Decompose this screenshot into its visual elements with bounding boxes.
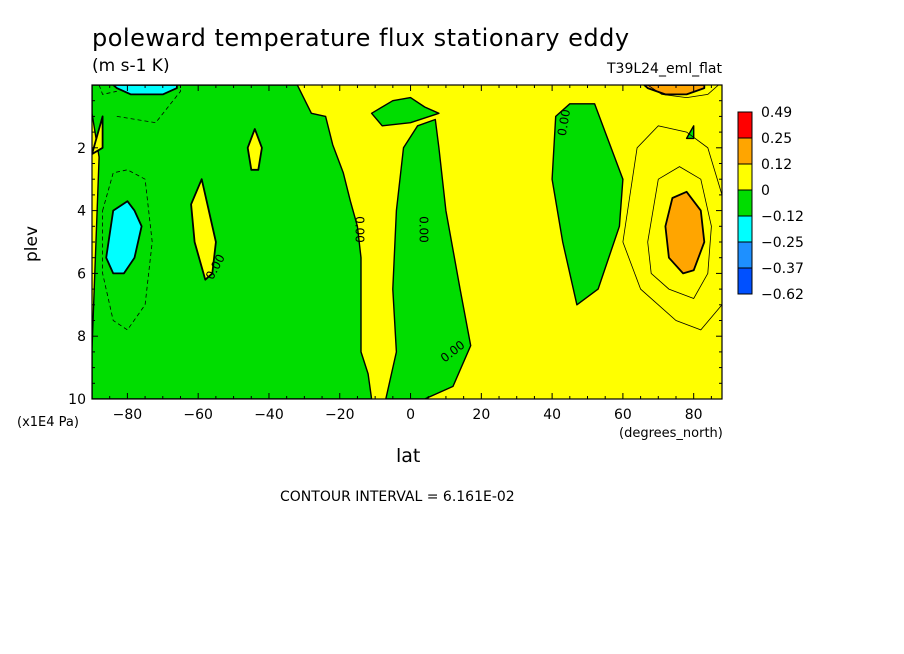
chart-title: poleward temperature flux stationary edd…	[92, 24, 630, 52]
colorbar-swatch-6	[737, 267, 753, 295]
colorbar-label-4: −0.12	[761, 209, 804, 225]
contour-region-1	[92, 115, 104, 156]
contour-region-5	[370, 96, 440, 127]
colorbar-label-6: −0.37	[761, 261, 804, 277]
y-tick-label: 8	[77, 329, 86, 345]
contour-region-4	[385, 118, 472, 399]
colorbar-label-1: 0.25	[761, 131, 792, 147]
dashed-contour-1	[98, 85, 117, 95]
x-tick-label: 60	[614, 407, 632, 423]
y-tick-label: 10	[68, 392, 86, 408]
run-label: T39L24_eml_flat	[606, 61, 722, 77]
y-tick-label: 6	[77, 266, 86, 282]
contour-region-0	[92, 85, 373, 399]
dashed-contour-0	[116, 85, 181, 124]
contour-region-11	[643, 85, 706, 96]
contour-region-7	[685, 125, 695, 140]
x-tick-label: −20	[325, 407, 355, 423]
dashed-contour-2	[102, 169, 153, 331]
colorbar-label-3: 0	[761, 183, 770, 199]
contour-interval-note: CONTOUR INTERVAL = 6.161E-02	[280, 489, 515, 505]
contour-region-9	[112, 85, 178, 96]
x-tick-label: 0	[406, 407, 415, 423]
colorbar-label-5: −0.25	[761, 235, 804, 251]
colorbar-swatch-4	[737, 215, 753, 243]
x-tick-label: 80	[685, 407, 703, 423]
contour-label-2: 0.00	[416, 216, 430, 243]
thin-contour-2	[622, 125, 722, 331]
colorbar-swatch-1	[737, 137, 753, 165]
colorbar-label-7: −0.62	[761, 287, 804, 303]
contour-region-2	[190, 178, 217, 281]
y-tick-label: 4	[77, 204, 86, 220]
thin-contour-1	[647, 166, 712, 299]
y-axis-unit: (x1E4 Pa)	[17, 415, 79, 430]
x-tick-label: −60	[183, 407, 213, 423]
contour-region-10	[664, 190, 706, 275]
colorbar-swatch-0	[737, 111, 753, 139]
x-tick-label: 40	[543, 407, 561, 423]
contour-region-8	[105, 200, 143, 275]
colorbar-swatch-3	[737, 189, 753, 217]
x-tick-label: −80	[113, 407, 143, 423]
contour-label-1: 0.00	[353, 216, 367, 243]
chart-units: (m s-1 K)	[92, 56, 170, 76]
y-tick-label: 2	[77, 141, 86, 157]
x-axis-unit: (degrees_north)	[619, 426, 723, 441]
x-axis-label: lat	[396, 445, 421, 467]
contour-region-3	[246, 128, 263, 171]
contour-region-6	[551, 103, 624, 306]
contour-label-4: 0.00	[555, 108, 573, 137]
colorbar-swatch-5	[737, 241, 753, 269]
colorbar-swatch-2	[737, 163, 753, 191]
x-tick-label: 20	[472, 407, 490, 423]
y-axis-label: plev	[22, 225, 42, 262]
plot-area: 0.000.00 0.000.000.00	[92, 85, 722, 399]
x-tick-label: −40	[254, 407, 284, 423]
colorbar-label-2: 0.12	[761, 157, 792, 173]
thin-contour-0	[647, 85, 719, 99]
colorbar-label-0: 0.49	[761, 105, 792, 121]
